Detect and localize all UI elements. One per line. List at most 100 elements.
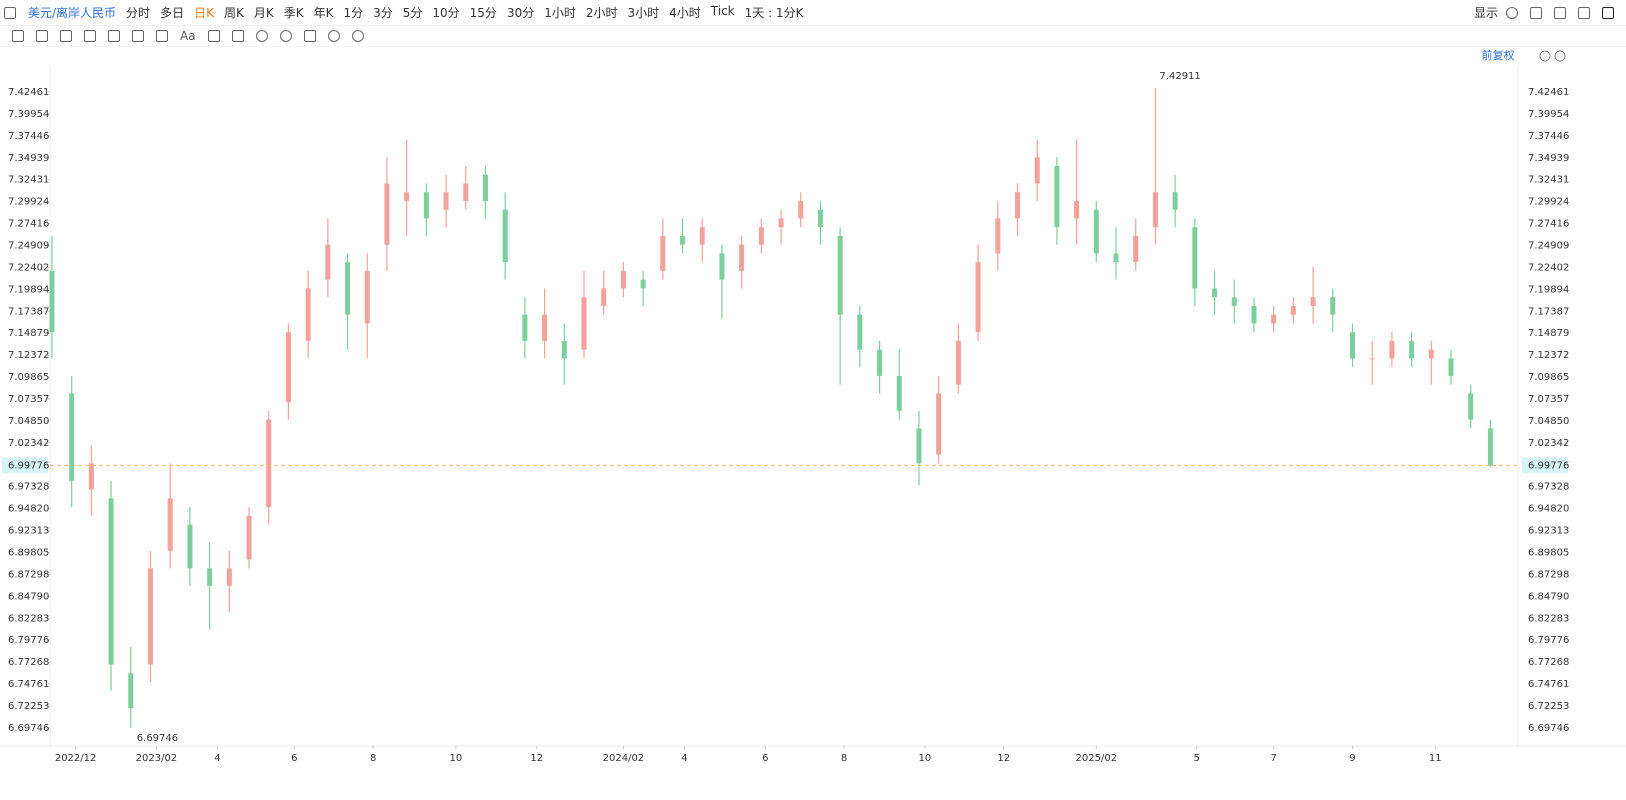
candle-body xyxy=(305,288,311,341)
period-button[interactable]: 多日 xyxy=(160,6,185,20)
zoom-in[interactable] xyxy=(1554,50,1566,62)
candle-body xyxy=(1231,297,1237,306)
fib-tool[interactable] xyxy=(108,30,120,42)
y-tick-label-right: 7.37446 xyxy=(1528,131,1569,142)
last-price-box-right xyxy=(1522,457,1568,474)
eye-tool[interactable] xyxy=(279,30,292,42)
period-button[interactable]: 日K xyxy=(194,6,214,20)
period-button[interactable]: 15分 xyxy=(469,6,497,20)
period-button[interactable]: 1分 xyxy=(343,6,364,20)
angle-tool[interactable] xyxy=(231,30,244,42)
panel-icon[interactable] xyxy=(1602,6,1614,19)
x-tick-label: 2022/12 xyxy=(55,753,97,764)
period-button[interactable]: 月K xyxy=(253,6,274,20)
y-tick-label-right: 6.89805 xyxy=(1528,548,1569,559)
candle-body xyxy=(1192,227,1198,289)
candle-body xyxy=(1448,358,1454,376)
adjust-mode[interactable]: 前复权 xyxy=(1482,48,1515,62)
y-tick-label: 7.24909 xyxy=(8,240,49,251)
x-tick-label: 4 xyxy=(214,753,220,764)
camera-icon[interactable] xyxy=(1554,6,1566,19)
period-button[interactable]: 30分 xyxy=(506,6,535,20)
y-tick-label-right: 6.72253 xyxy=(1528,701,1569,712)
measure-tool[interactable] xyxy=(132,30,144,42)
period-button[interactable]: 季K xyxy=(283,6,304,20)
candle-body xyxy=(147,568,153,665)
link-tool[interactable] xyxy=(327,30,340,42)
y-tick-label-right: 6.84790 xyxy=(1528,591,1569,602)
magnet-tool[interactable] xyxy=(255,30,268,42)
candle-body xyxy=(1093,209,1099,254)
period-button[interactable]: 分时 xyxy=(126,6,151,20)
y-tick-label: 6.74761 xyxy=(8,679,49,690)
x-tick-label: 12 xyxy=(997,753,1010,764)
y-tick-label-right: 6.82283 xyxy=(1528,613,1569,624)
settings-icon[interactable] xyxy=(1506,6,1518,19)
display-menu[interactable]: 显示 xyxy=(1473,6,1498,20)
line-tool[interactable] xyxy=(36,30,48,42)
period-button[interactable]: 3分 xyxy=(373,6,393,20)
period-button[interactable]: 1小时 xyxy=(544,6,576,20)
candle-body xyxy=(1369,358,1375,360)
delete-tool[interactable] xyxy=(303,30,316,42)
period-button[interactable]: 3小时 xyxy=(627,6,660,20)
period-list: 分时 多日 日K 周K 月K 季K 年K 1分 3分 5分 10分 15分 30分 1小时 2小时 3小时 4小… xyxy=(126,4,813,21)
y-tick-label: 7.09865 xyxy=(8,372,49,383)
wave-tool[interactable] xyxy=(84,30,96,42)
period-button[interactable]: 年K xyxy=(313,6,334,20)
y-tick-label-right: 7.22402 xyxy=(1528,262,1569,273)
y-tick-label: 6.97328 xyxy=(8,482,49,493)
candle-body xyxy=(620,270,626,289)
candle-body xyxy=(877,349,883,376)
y-tick-label-right: 7.09865 xyxy=(1528,372,1569,383)
candle-body xyxy=(443,192,449,210)
y-tick-label-right: 7.24909 xyxy=(1528,240,1569,251)
tool-settings[interactable] xyxy=(351,30,364,42)
y-tick-label: 7.14879 xyxy=(8,328,49,339)
symbol[interactable]: 美元/离岸人民币 xyxy=(28,6,117,20)
candle-body xyxy=(680,235,686,245)
move-tool[interactable] xyxy=(12,30,24,42)
y-tick-label-right: 7.29924 xyxy=(1528,197,1569,208)
period-button[interactable]: 2小时 xyxy=(585,6,618,20)
candle-body xyxy=(482,174,488,201)
candle-body xyxy=(542,314,548,341)
y-tick-label: 7.12372 xyxy=(8,350,49,361)
sidebar-icon[interactable] xyxy=(4,6,16,19)
last-price-label-right: 6.99776 xyxy=(1528,460,1569,471)
y-tick-label-right: 7.34939 xyxy=(1528,153,1569,164)
x-tick-label: 2024/02 xyxy=(603,753,645,764)
candle-body xyxy=(916,428,922,464)
period-button[interactable]: Tick xyxy=(710,4,735,18)
candle-body xyxy=(463,183,469,201)
y-tick-label-right: 7.32431 xyxy=(1528,175,1569,186)
period-button[interactable]: 5分 xyxy=(402,6,423,20)
text-tool[interactable]: Aa xyxy=(180,29,196,43)
y-tick-label: 6.92313 xyxy=(8,526,49,537)
low-annotation: 6.69746 xyxy=(137,733,178,744)
period-button[interactable]: 4小时 xyxy=(669,6,701,20)
y-tick-label: 7.27416 xyxy=(8,219,49,230)
period-button[interactable]: 10分 xyxy=(432,6,460,20)
candle-body xyxy=(601,288,607,306)
chart: 前复权 7.42461 7.42461 7.39954 7.39954 7.37446 7… xyxy=(0,46,1626,764)
y-tick-label-right: 7.19894 xyxy=(1528,284,1569,295)
last-price-label: 6.99776 xyxy=(8,460,49,471)
high-annotation: 7.42911 xyxy=(1159,71,1200,82)
fullscreen-icon[interactable] xyxy=(1578,6,1590,19)
layout-icon[interactable] xyxy=(1530,6,1542,19)
zoom-out[interactable] xyxy=(1539,50,1551,62)
y-tick-label-right: 7.12372 xyxy=(1528,350,1569,361)
candle-body xyxy=(995,218,1001,254)
channel-tool[interactable] xyxy=(60,30,72,42)
period-button[interactable]: 1天 : 1分K xyxy=(744,6,804,20)
y-tick-label: 7.32431 xyxy=(8,175,49,186)
period-button[interactable]: 周K xyxy=(223,6,244,20)
arrow-tool[interactable] xyxy=(156,30,168,42)
candle-body xyxy=(1152,192,1158,228)
note-tool[interactable] xyxy=(207,30,220,42)
candle-body xyxy=(207,568,213,586)
y-tick-label-right: 6.87298 xyxy=(1528,569,1569,580)
candle-body xyxy=(69,393,75,481)
